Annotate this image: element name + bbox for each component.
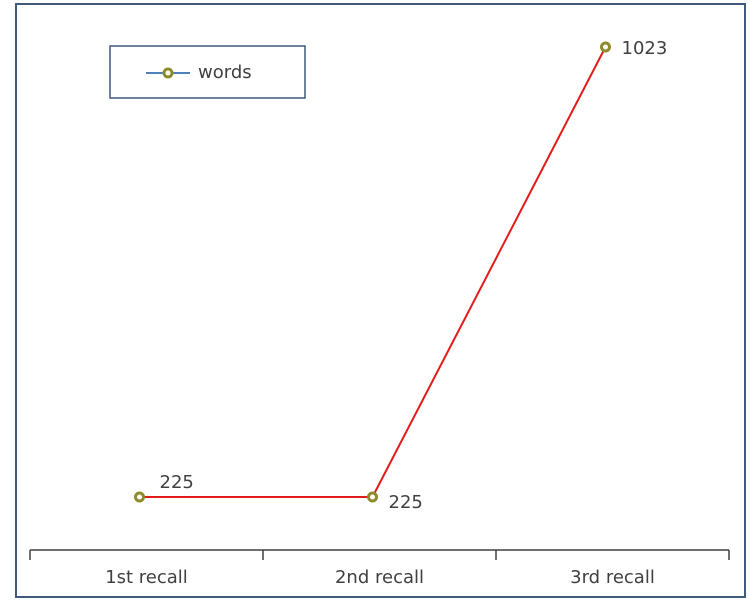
data-label: 225 — [389, 492, 423, 513]
x-tick-label: 2nd recall — [335, 567, 424, 588]
legend-label: words — [198, 62, 252, 83]
data-point — [600, 41, 611, 53]
legend-marker — [162, 67, 174, 79]
legend-box — [109, 45, 306, 99]
data-label: 225 — [160, 472, 194, 493]
x-tick-label: 3rd recall — [570, 567, 655, 588]
data-point — [367, 491, 378, 503]
data-point — [134, 491, 145, 503]
x-tick-label: 1st recall — [105, 567, 188, 588]
legend: words — [109, 45, 306, 99]
data-label: 1023 — [622, 38, 668, 59]
